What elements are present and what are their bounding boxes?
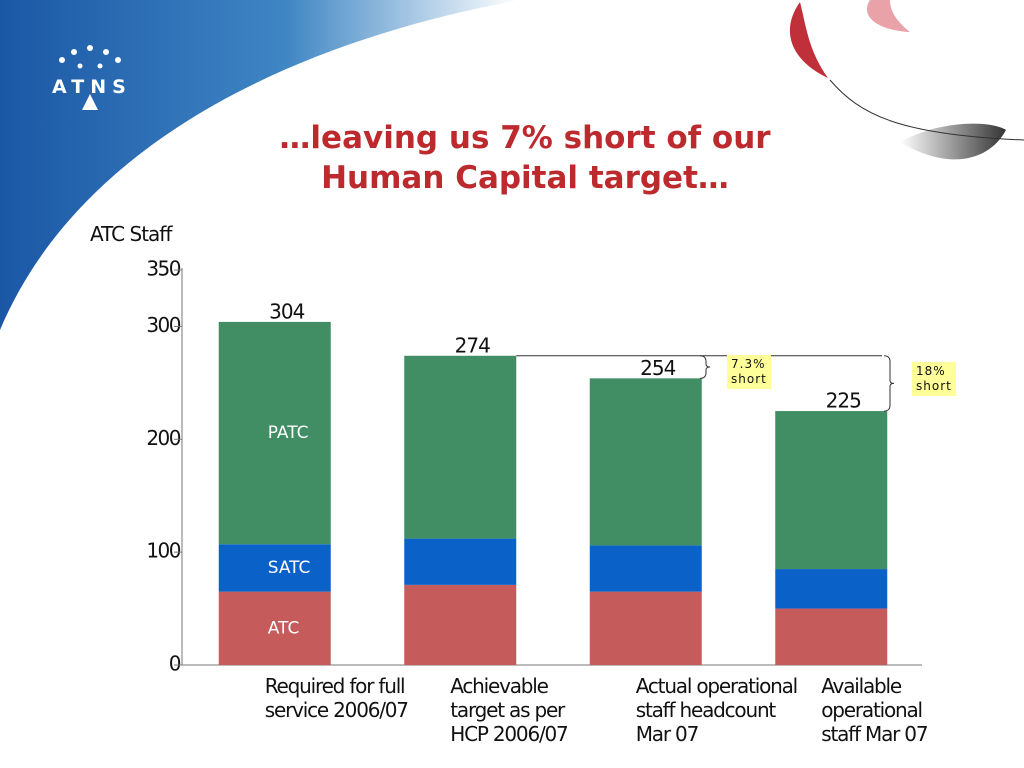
y-tick-label: 200 — [146, 426, 180, 450]
bar-segment — [218, 591, 331, 665]
x-tick-label: Required for full service 2006/07 — [264, 674, 409, 722]
bracket — [699, 355, 711, 379]
series-label: ATC — [268, 618, 300, 638]
bar-segment — [589, 591, 702, 665]
header-swoosh — [0, 0, 520, 330]
x-tick-label: Achievable target as per HCP 2006/07 — [450, 674, 569, 746]
decor-leaf — [866, 0, 910, 32]
y-tick-label: 0 — [169, 652, 181, 676]
series-label: PATC — [268, 423, 309, 443]
bar-segment — [404, 584, 517, 665]
bar-segment — [775, 411, 888, 570]
bar-segment — [404, 538, 517, 585]
total-label: 254 — [640, 356, 675, 380]
bar-segment — [404, 355, 517, 539]
series-label: SATC — [268, 558, 311, 578]
y-tick-label: 100 — [146, 539, 180, 563]
decor-line — [829, 79, 1024, 141]
y-tick-label: 350 — [146, 257, 180, 281]
x-tick-label: Available operational staff Mar 07 — [821, 674, 928, 746]
bar-segment — [218, 321, 331, 545]
bar-segment — [589, 378, 702, 546]
bar-segment — [775, 608, 888, 665]
logo-text: ATNS — [52, 76, 132, 98]
bracket — [883, 355, 895, 412]
y-tick-label: 300 — [146, 313, 180, 337]
slide-title: …leaving us 7% short of our Human Capita… — [279, 120, 771, 196]
y-axis-label: ATC Staff — [90, 222, 172, 246]
annotation: 7.3% short — [727, 355, 771, 389]
x-tick-label: Actual operational staff headcount Mar 0… — [635, 674, 798, 746]
total-label: 274 — [455, 333, 490, 357]
bar-segment — [218, 544, 331, 592]
decor-leaf — [789, 2, 828, 78]
logo-mark — [59, 45, 121, 110]
total-label: 225 — [826, 389, 861, 413]
bar-segment — [589, 545, 702, 592]
bar-segment — [775, 569, 888, 609]
decor-leaf — [900, 123, 1006, 160]
total-label: 304 — [269, 299, 304, 323]
annotation: 18% short — [912, 362, 956, 396]
